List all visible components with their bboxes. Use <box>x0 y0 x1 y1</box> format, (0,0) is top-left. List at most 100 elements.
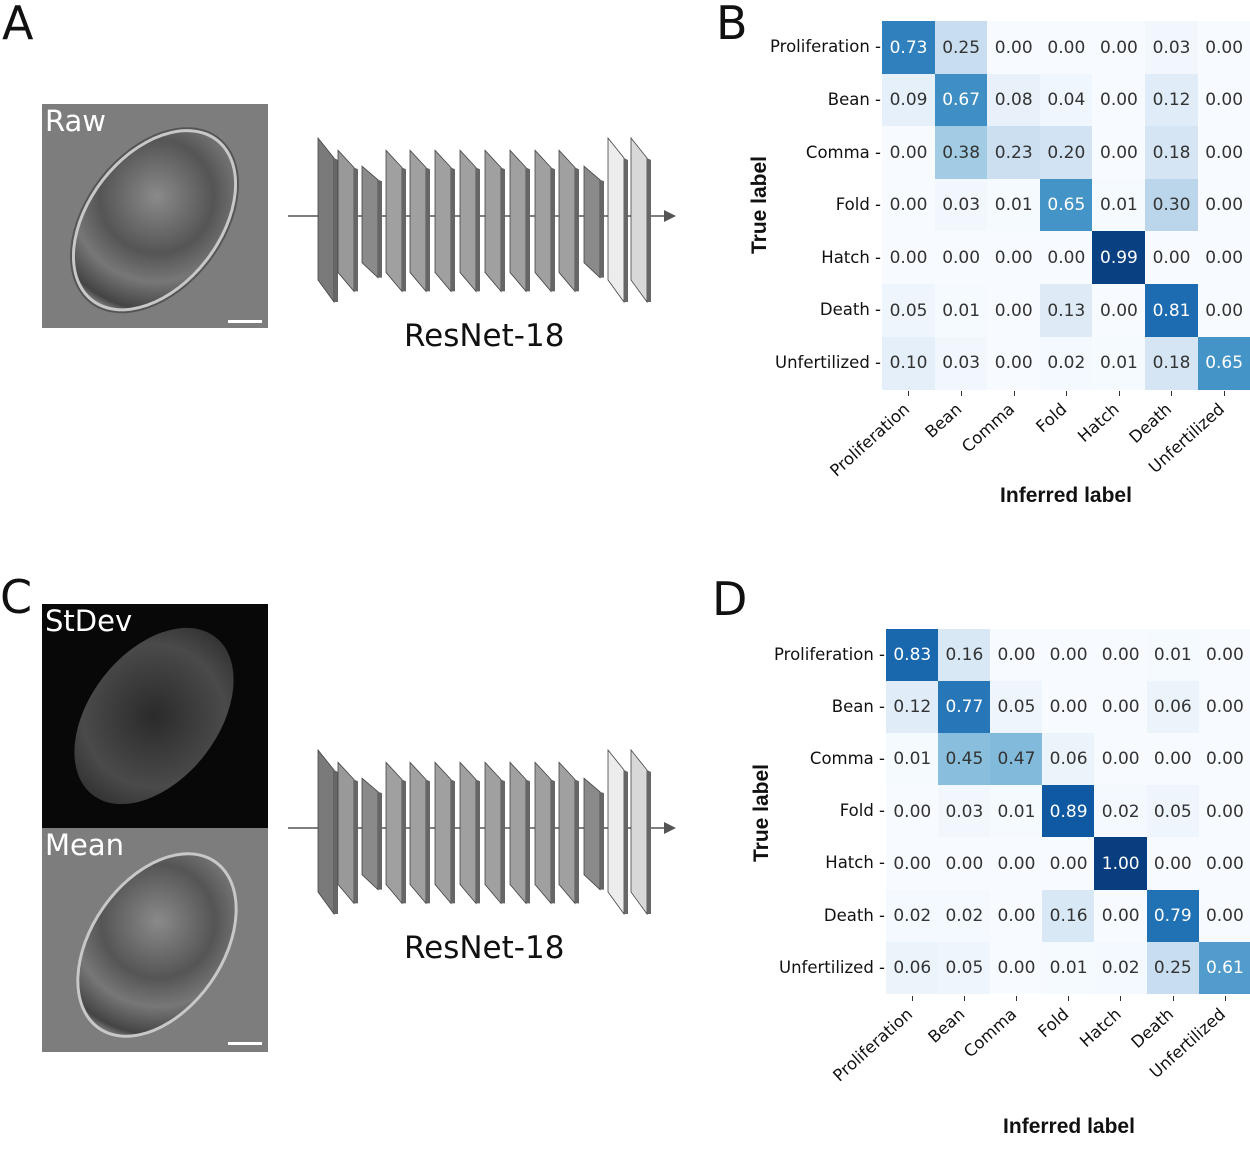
network-label-c: ResNet-18 <box>404 930 565 966</box>
heatmap-cell: 0.00 <box>934 231 988 285</box>
network-layer <box>630 136 651 304</box>
heatmap-cell: 0.73 <box>882 21 936 75</box>
heatmap-cell: 0.16 <box>938 629 991 682</box>
heatmap-cell: 0.03 <box>938 785 991 838</box>
network-layer <box>484 149 505 293</box>
x-tick-mark <box>1118 391 1120 397</box>
row-tick-label: Comma - <box>805 142 881 162</box>
heatmap-cell: 0.65 <box>1039 178 1093 232</box>
network-layer <box>630 748 651 916</box>
heatmap-cell: 0.02 <box>1094 941 1147 995</box>
network-layer <box>534 149 555 293</box>
heatmap-cell: 0.06 <box>1042 733 1095 786</box>
heatmap-cell: 0.12 <box>886 681 939 734</box>
heatmap-cell: 0.38 <box>934 126 988 180</box>
heatmap-cell: 0.02 <box>1039 336 1093 390</box>
row-tick-label: Hatch - <box>821 247 881 267</box>
heatmap-cell: 0.00 <box>990 889 1043 943</box>
row-tick-label: Death - <box>823 905 885 925</box>
row-tick-label: Bean - <box>827 89 881 109</box>
heatmap-cell: 0.45 <box>938 733 991 786</box>
x-tick-mark <box>908 391 910 397</box>
raw-embryo-image: Raw <box>42 104 268 328</box>
x-tick-mark <box>1013 391 1015 397</box>
heatmap-cell: 0.02 <box>886 889 939 943</box>
network-layer <box>337 149 358 293</box>
heatmap-cell: 0.00 <box>1092 126 1146 180</box>
arrow-head-icon <box>664 210 676 222</box>
heatmap-cell: 0.04 <box>1039 73 1093 127</box>
x-tick-mark <box>960 391 962 397</box>
network-layer <box>509 149 530 293</box>
row-tick-label: Proliferation - <box>769 37 881 57</box>
row-tick-label: Fold - <box>835 195 881 215</box>
network-layer <box>558 149 579 293</box>
network-layer <box>607 748 628 916</box>
heatmap-cell: 0.81 <box>1145 284 1199 338</box>
heatmap-cell: 0.00 <box>886 837 939 890</box>
heatmap-cell: 0.65 <box>1197 336 1250 390</box>
network-layer <box>385 761 406 905</box>
x-tick-mark <box>912 995 914 1001</box>
heatmap-cell: 0.00 <box>987 231 1041 285</box>
heatmap-cell: 0.05 <box>1146 785 1200 838</box>
heatmap-cell: 0.83 <box>886 629 939 682</box>
row-tick-label: Bean - <box>831 697 885 717</box>
heatmap-cell: 0.00 <box>1039 21 1093 75</box>
heatmap-cell: 0.00 <box>1198 837 1250 890</box>
column-tick-label: Death <box>1127 1004 1177 1052</box>
network-layer <box>317 136 338 304</box>
heatmap-cell: 0.30 <box>1145 178 1199 232</box>
heatmap-cell: 0.01 <box>934 284 988 338</box>
network-layer <box>459 761 480 905</box>
heatmap-cell: 0.00 <box>882 178 936 232</box>
arrow-head-icon <box>664 822 676 834</box>
heatmap-cell: 0.02 <box>938 889 991 943</box>
heatmap-cell: 0.13 <box>1039 284 1093 338</box>
column-tick-label: Comma <box>960 1004 1021 1061</box>
column-tick-label: Hatch <box>1076 1004 1125 1051</box>
network-layer <box>583 165 604 279</box>
column-tick-label: Hatch <box>1074 399 1124 447</box>
heatmap-cell: 0.00 <box>1145 231 1199 285</box>
heatmap-cell: 0.00 <box>882 231 936 285</box>
heatmap-cell: 0.00 <box>990 629 1043 682</box>
heatmap-cell: 0.00 <box>1197 126 1250 180</box>
heatmap-cell: 0.00 <box>882 126 936 180</box>
heatmap-cell: 0.08 <box>987 73 1041 127</box>
scale-bar <box>228 320 262 323</box>
heatmap-cell: 0.00 <box>1198 785 1250 838</box>
heatmap-cell: 0.47 <box>990 733 1043 786</box>
row-tick-label: Proliferation - <box>773 645 885 665</box>
heatmap-cell: 0.10 <box>882 336 936 390</box>
mean-embryo-image: Mean <box>42 828 268 1052</box>
heatmap-cell: 0.25 <box>934 21 988 75</box>
heatmap-cell: 0.18 <box>1145 126 1199 180</box>
heatmap-cell: 0.00 <box>1198 733 1250 786</box>
heatmap-cell: 0.00 <box>990 941 1043 995</box>
heatmap-cell: 0.03 <box>1145 21 1199 75</box>
heatmap-cell: 0.79 <box>1146 889 1200 943</box>
x-tick-mark <box>1224 995 1226 1001</box>
heatmap-cell: 0.00 <box>1198 681 1250 734</box>
heatmap-cell: 0.00 <box>1094 629 1147 682</box>
heatmap-cell: 0.18 <box>1145 336 1199 390</box>
panel-letter-d: D <box>712 572 748 626</box>
column-tick-label: Bean <box>921 399 966 442</box>
heatmap-cell: 0.00 <box>1197 231 1250 285</box>
image-label-mean: Mean <box>45 828 125 862</box>
heatmap-cell: 0.00 <box>1042 629 1095 682</box>
x-tick-mark <box>1120 995 1122 1001</box>
x-tick-mark <box>964 995 966 1001</box>
x-tick-mark <box>1223 391 1225 397</box>
stdev-embryo-image: StDev <box>42 604 268 828</box>
heatmap-cell: 0.00 <box>1146 837 1200 890</box>
heatmap-cell: 0.00 <box>987 336 1041 390</box>
x-axis-title: Inferred label <box>1000 484 1132 507</box>
row-tick-label: Unfertilized - <box>775 352 881 372</box>
heatmap-cell: 0.00 <box>1197 73 1250 127</box>
network-layer <box>409 149 430 293</box>
panel-letter-a: A <box>2 0 34 50</box>
row-tick-label: Unfertilized - <box>779 957 885 977</box>
heatmap-cell: 0.12 <box>1145 73 1199 127</box>
